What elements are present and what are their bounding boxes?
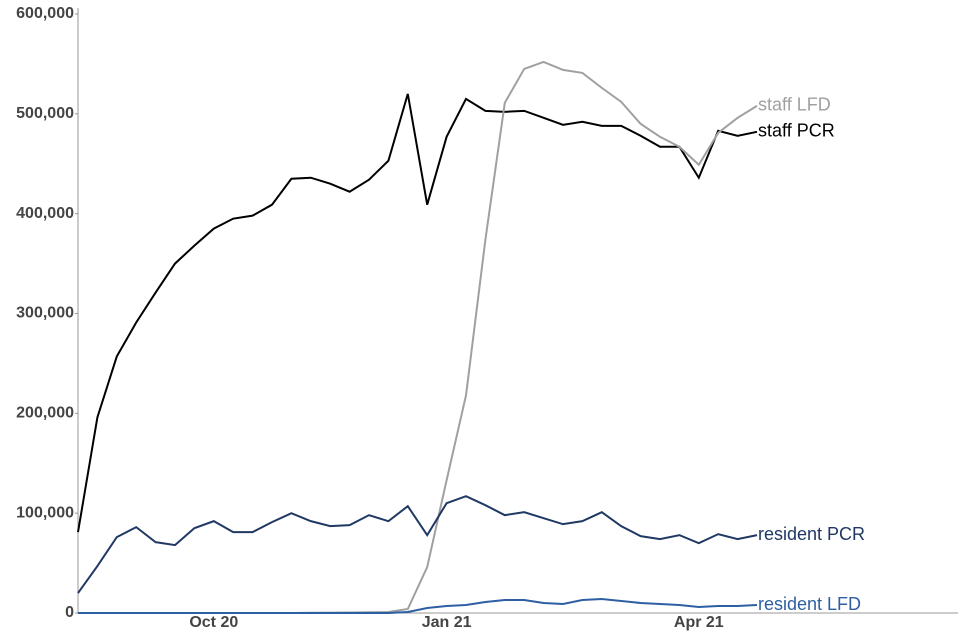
series-label: staff PCR [758,121,835,141]
series-line [78,598,758,614]
x-tick-label: Apr 21 [674,614,724,631]
y-tick-label: 600,000 [16,5,74,22]
series-label: resident PCR [758,524,865,544]
series-line [77,495,758,594]
x-tick-label: Oct 20 [189,614,238,631]
y-tick-label: 200,000 [16,405,74,422]
x-tick-label: Jan 21 [422,614,472,631]
y-tick-label: 500,000 [16,105,74,122]
y-tick-label: 100,000 [16,504,74,521]
series-line [77,93,758,533]
y-tick-label: 0 [65,604,74,621]
series-label: staff LFD [758,95,831,115]
series-label: resident LFD [758,594,861,614]
y-tick-label: 400,000 [16,205,74,222]
y-tick-label: 300,000 [16,305,74,322]
